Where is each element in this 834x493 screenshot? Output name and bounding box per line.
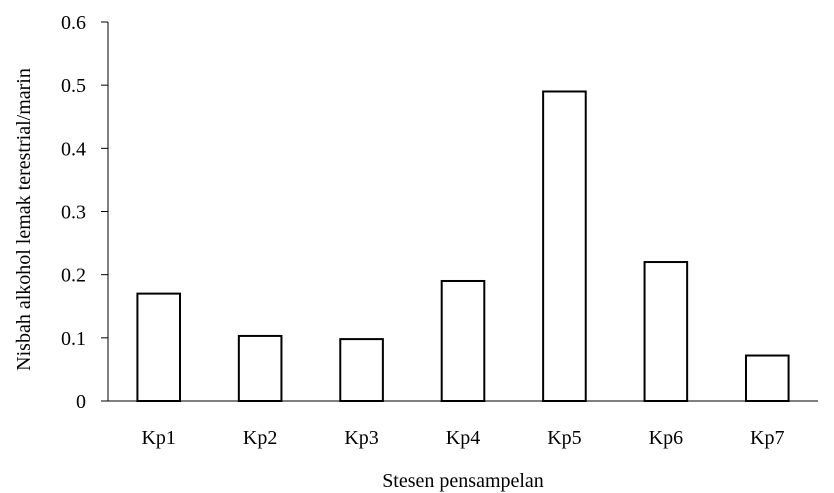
bar-kp5 (542, 90, 587, 402)
y-axis-ticks: 0 0.1 0.2 0.3 0.4 0.5 0.6 (61, 12, 108, 413)
x-tick-label: Kp4 (446, 427, 480, 449)
y-tick-label: 0.5 (61, 75, 86, 97)
y-tick-label: 0.3 (61, 202, 86, 224)
x-axis-title: Stesen pensampelan (382, 470, 544, 492)
x-tick-label: Kp5 (547, 427, 581, 449)
bar-kp4 (440, 279, 486, 403)
y-tick-label: 0.4 (61, 138, 86, 160)
x-tick-label: Kp1 (141, 427, 175, 449)
bar-kp3 (339, 338, 384, 403)
y-tick-label: 0 (76, 391, 86, 413)
bars-group (136, 90, 790, 403)
x-tick-label: Kp2 (243, 427, 277, 449)
y-tick-label: 0.1 (61, 328, 86, 350)
bar-kp6 (643, 261, 689, 402)
y-axis-title: Nisbah alkohol lemak terestrial/marin (13, 68, 35, 371)
x-tick-label: Kp6 (649, 427, 683, 449)
bar-kp1 (136, 292, 182, 402)
x-tick-label: Kp3 (344, 427, 378, 449)
y-tick-label: 0.6 (61, 12, 86, 34)
bar-kp2 (237, 334, 283, 402)
y-tick-label: 0.2 (61, 265, 86, 287)
x-axis-ticks: Kp1 Kp2 Kp3 Kp4 Kp5 Kp6 Kp7 (141, 427, 784, 449)
x-tick-label: Kp7 (750, 427, 784, 449)
bar-kp7 (744, 354, 790, 402)
